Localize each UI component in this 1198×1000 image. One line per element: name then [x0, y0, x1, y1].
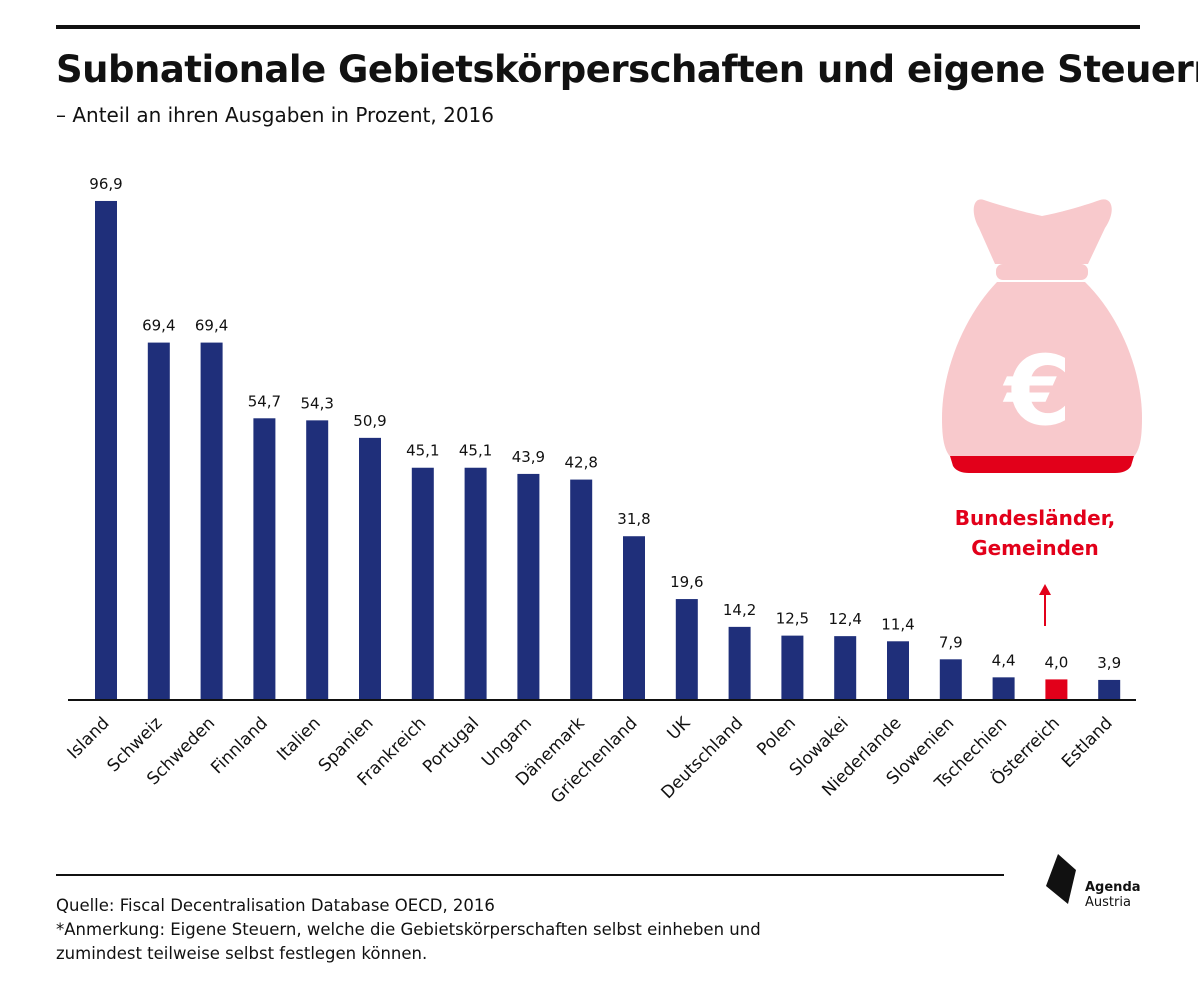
value-label-island: 96,9	[89, 175, 122, 193]
category-label-uk: UK	[664, 713, 695, 744]
category-label-portugal: Portugal	[419, 713, 483, 777]
agenda-austria-logo-icon	[1046, 854, 1076, 904]
annotation-bundeslaender: Bundesländer, Gemeinden	[955, 506, 1116, 626]
bar-tschechien	[992, 677, 1015, 700]
bar-ungarn	[517, 473, 540, 700]
remark-line-1: *Anmerkung: Eigene Steuern, welche die G…	[56, 920, 761, 939]
category-label-italien: Italien	[273, 713, 324, 764]
bar-deutschland	[728, 626, 751, 700]
chart-title: Subnationale Gebietskörperschaften und e…	[56, 48, 1198, 91]
value-label-schweiz: 69,4	[142, 317, 175, 335]
bar-spanien	[359, 437, 381, 700]
value-label-griechenland: 31,8	[617, 510, 650, 528]
bar-finnland	[253, 418, 276, 700]
logo-line-1: Agenda	[1085, 880, 1141, 895]
value-label-deutschland: 14,2	[723, 601, 756, 619]
value-label-estland: 3,9	[1097, 654, 1121, 672]
logo-line-2: Austria	[1085, 895, 1131, 910]
bar-schweiz	[147, 342, 170, 700]
value-label-polen: 12,5	[776, 610, 809, 628]
bottom-rule	[56, 874, 1004, 876]
money-bag-body	[942, 282, 1142, 463]
bar-daenemark	[570, 479, 593, 700]
euro-symbol: €	[1003, 335, 1072, 447]
remark-line-2: zumindest teilweise selbst festlegen kön…	[56, 944, 428, 963]
top-rule	[56, 25, 1140, 29]
annotation-arrow-icon	[1039, 584, 1051, 626]
bar-slowakei	[834, 636, 857, 700]
money-bag-euro-icon: €	[942, 199, 1142, 473]
bar-italien	[306, 420, 329, 700]
money-bag-tie	[996, 264, 1088, 280]
bar-niederlande	[887, 641, 909, 700]
bar-oesterreich	[1045, 679, 1068, 700]
bar-schweden	[200, 342, 223, 700]
category-label-finnland: Finnland	[207, 713, 272, 778]
bar-polen	[781, 635, 804, 700]
value-label-niederlande: 11,4	[881, 615, 914, 633]
bar-uk	[675, 599, 698, 700]
bar-series	[95, 200, 1121, 700]
value-labels: 96,9 69,4 69,4 54,7 54,3 50,9 45,1 45,1 43,9 42,8…	[89, 175, 1121, 672]
value-label-oesterreich: 4,0	[1044, 653, 1068, 671]
chart-subtitle: – Anteil an ihren Ausgaben in Prozent, 2…	[56, 103, 494, 127]
footer: Quelle: Fiscal Decentralisation Database…	[56, 894, 1016, 966]
value-label-uk: 19,6	[670, 573, 703, 591]
bar-estland	[1098, 679, 1121, 700]
value-label-frankreich: 45,1	[406, 442, 439, 460]
value-label-tschechien: 4,4	[992, 651, 1016, 669]
logo-text: Agenda Austria	[1085, 880, 1141, 910]
value-label-slowakei: 12,4	[828, 610, 861, 628]
source-note: Quelle: Fiscal Decentralisation Database…	[56, 896, 495, 915]
value-label-spanien: 50,9	[353, 412, 386, 430]
value-label-portugal: 45,1	[459, 442, 492, 460]
category-label-estland: Estland	[1058, 713, 1117, 772]
value-label-italien: 54,3	[300, 394, 333, 412]
value-label-ungarn: 43,9	[512, 448, 545, 466]
bar-portugal	[464, 467, 487, 700]
value-label-daenemark: 42,8	[564, 454, 597, 472]
annotation-line-1: Bundesländer,	[955, 506, 1116, 530]
bar-slowenien	[939, 659, 962, 700]
category-label-polen: Polen	[753, 713, 800, 760]
value-label-slowenien: 7,9	[939, 633, 963, 651]
bar-island	[95, 200, 117, 700]
money-bag-band	[950, 456, 1134, 473]
bar-frankreich	[411, 467, 434, 700]
value-label-schweden: 69,4	[195, 317, 228, 335]
bar-chart: € 96,9 69,4 69,4 54,7 54,3 50,9 45,1 45,1 43,9 42…	[64, 175, 1142, 808]
value-label-finnland: 54,7	[248, 392, 281, 410]
bar-griechenland	[623, 536, 645, 700]
money-bag-top	[973, 199, 1112, 264]
category-label-island: Island	[64, 713, 114, 763]
annotation-line-2: Gemeinden	[971, 536, 1099, 560]
